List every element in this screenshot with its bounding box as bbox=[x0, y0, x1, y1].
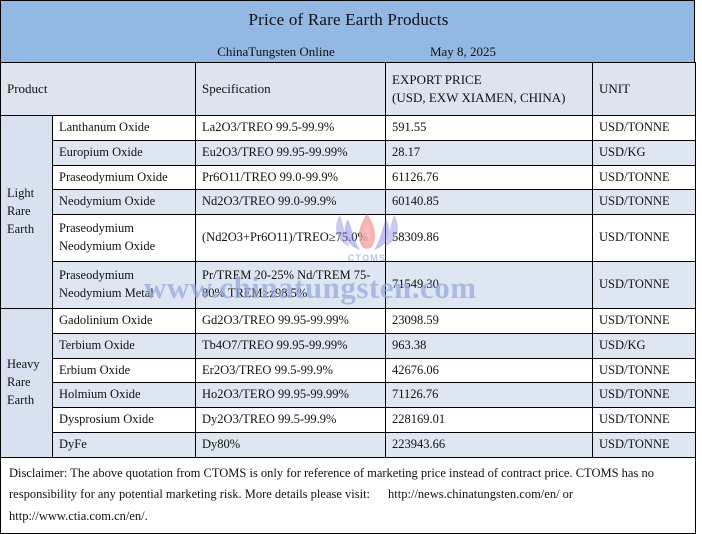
title-band: Price of Rare Earth Products ChinaTungst… bbox=[0, 0, 695, 62]
table-row: DyFe Dy80% 223943.66 USD/TONNE bbox=[1, 431, 697, 458]
disclaimer-tail: . bbox=[144, 508, 148, 523]
table-row: Dysprosium Oxide Dy2O3/TREO 99.5-99.9% 2… bbox=[1, 407, 697, 433]
cell-specification: Er2O3/TREO 99.5-99.9% bbox=[195, 357, 387, 384]
source-label: ChinaTungsten Online bbox=[217, 44, 335, 59]
cell-unit: USD/TONNE bbox=[592, 189, 697, 215]
cell-specification: Pr/TREM 20-25% Nd/TREM 75-80% TREM≥z98.5… bbox=[195, 261, 387, 309]
table-row: Europium Oxide Eu2O3/TREO 99.95-99.99% 2… bbox=[1, 139, 697, 166]
cell-price: 591.55 bbox=[385, 115, 594, 141]
cell-specification: (Nd2O3+Pr6O11)/TREO≥75.0% bbox=[195, 214, 387, 262]
cell-unit: USD/TONNE bbox=[592, 164, 697, 191]
category-line-3: Earth bbox=[7, 221, 35, 236]
cell-price: 963.38 bbox=[385, 332, 594, 359]
ctia-link[interactable]: http://www.ctia.com.cn/en/ bbox=[9, 508, 145, 523]
table-row: Praseodymium Oxide Pr6O11/TREO 99.0-99.9… bbox=[1, 164, 697, 191]
news-link[interactable]: http://news.chinatungsten.com/en/ bbox=[388, 487, 560, 501]
cell-unit: USD/TONNE bbox=[592, 407, 697, 433]
cell-unit: USD/TONNE bbox=[592, 308, 697, 334]
category-line-3: Earth bbox=[7, 392, 35, 407]
cell-product: Erbium Oxide bbox=[51, 357, 197, 384]
header-specification: Specification bbox=[195, 62, 387, 116]
page-title: Price of Rare Earth Products bbox=[248, 10, 449, 29]
cell-product: Europium Oxide bbox=[51, 139, 197, 166]
subtitle-row: ChinaTungsten Online May 8, 2025 bbox=[1, 44, 696, 62]
cell-unit: USD/KG bbox=[592, 332, 697, 359]
cell-unit: USD/TONNE bbox=[592, 261, 697, 309]
category-line-2: Rare bbox=[7, 204, 31, 219]
cell-price: 58309.86 bbox=[385, 214, 594, 262]
cell-price: 61126.76 bbox=[385, 164, 594, 191]
cell-product: Lanthanum Oxide bbox=[51, 115, 197, 141]
disclaimer-cell: Disclaimer: The above quotation from CTO… bbox=[0, 456, 697, 534]
cell-product: Terbium Oxide bbox=[51, 332, 197, 359]
date-label: May 8, 2025 bbox=[429, 44, 497, 59]
cell-product: DyFe bbox=[51, 431, 197, 458]
cell-price: 223943.66 bbox=[385, 431, 594, 458]
cell-specification: Eu2O3/TREO 99.95-99.99% bbox=[195, 139, 387, 166]
header-unit: UNIT bbox=[592, 62, 697, 116]
table-row: Heavy Rare Earth Gadolinium Oxide Gd2O3/… bbox=[0, 308, 697, 458]
category-line-1: Heavy bbox=[7, 357, 40, 372]
table-row: Holmium Oxide Ho2O3/TERO 99.95-99.99% 71… bbox=[1, 382, 697, 408]
cell-specification: Pr6O11/TREO 99.0-99.9% bbox=[195, 164, 387, 191]
cell-product: Dysprosium Oxide bbox=[51, 407, 197, 433]
cell-specification: La2O3/TREO 99.5-99.9% bbox=[195, 115, 387, 141]
category-light-rare-earth: Light Rare Earth bbox=[0, 115, 53, 309]
header-export-price-line1: EXPORT PRICE bbox=[392, 71, 482, 87]
cell-unit: USD/TONNE bbox=[592, 382, 697, 408]
header-export-price: EXPORT PRICE (USD, EXW XIAMEN, CHINA) bbox=[385, 62, 594, 116]
cell-specification: Dy2O3/TREO 99.5-99.9% bbox=[195, 407, 387, 433]
cell-product: Holmium Oxide bbox=[51, 382, 197, 408]
cell-unit: USD/TONNE bbox=[592, 431, 697, 458]
cell-unit: USD/KG bbox=[592, 139, 697, 166]
category-line-2: Rare bbox=[7, 374, 31, 389]
table-row: Terbium Oxide Tb4O7/TREO 99.95-99.99% 96… bbox=[1, 332, 697, 359]
cell-product: Praseodymium Neodymium Oxide bbox=[51, 214, 197, 262]
cell-price: 60140.85 bbox=[385, 189, 594, 215]
cell-specification: Dy80% bbox=[195, 431, 387, 458]
disclaimer-text: Disclaimer: The above quotation from CTO… bbox=[9, 463, 687, 528]
cell-specification: Nd2O3/TREO 99.0-99.9% bbox=[195, 189, 387, 215]
disclaimer-body: Disclaimer: The above quotation from CTO… bbox=[9, 465, 654, 502]
cell-price: 71126.76 bbox=[385, 382, 594, 408]
cell-price: 23098.59 bbox=[385, 308, 594, 334]
cell-product: Praseodymium Oxide bbox=[51, 164, 197, 191]
cell-specification: Ho2O3/TERO 99.95-99.99% bbox=[195, 382, 387, 408]
cell-product: Praseodymium Neodymium Metal bbox=[51, 261, 197, 309]
cell-product: Neodymium Oxide bbox=[51, 189, 197, 215]
cell-price: 71549.30 bbox=[385, 261, 594, 309]
disclaimer-conjunction: or bbox=[562, 487, 574, 501]
category-heavy-rare-earth: Heavy Rare Earth bbox=[0, 308, 53, 458]
table-row: Praseodymium Neodymium Oxide (Nd2O3+Pr6O… bbox=[1, 214, 697, 262]
cell-specification: Gd2O3/TREO 99.95-99.99% bbox=[195, 308, 387, 334]
cell-product: Gadolinium Oxide bbox=[51, 308, 197, 334]
cell-unit: USD/TONNE bbox=[592, 115, 697, 141]
cell-specification: Tb4O7/TREO 99.95-99.99% bbox=[195, 332, 387, 359]
header-export-price-line2: (USD, EXW XIAMEN, CHINA) bbox=[392, 90, 566, 105]
header-product: Product bbox=[0, 62, 197, 116]
rare-earth-price-table: Product Specification EXPORT PRICE (USD,… bbox=[0, 62, 697, 534]
table-header-row: Product Specification EXPORT PRICE (USD,… bbox=[0, 62, 697, 116]
table-row: Light Rare Earth Lanthanum Oxide La2O3/T… bbox=[0, 115, 697, 309]
category-line-1: Light bbox=[7, 186, 35, 201]
table-row: Neodymium Oxide Nd2O3/TREO 99.0-99.9% 60… bbox=[1, 189, 697, 215]
cell-price: 28.17 bbox=[385, 139, 594, 166]
table-row: Erbium Oxide Er2O3/TREO 99.5-99.9% 42676… bbox=[1, 357, 697, 384]
cell-unit: USD/TONNE bbox=[592, 214, 697, 262]
cell-unit: USD/TONNE bbox=[592, 357, 697, 384]
cell-price: 228169.01 bbox=[385, 407, 594, 433]
table-row: Praseodymium Neodymium Metal Pr/TREM 20-… bbox=[1, 261, 697, 309]
disclaimer-row: Disclaimer: The above quotation from CTO… bbox=[0, 456, 697, 534]
cell-price: 42676.06 bbox=[385, 357, 594, 384]
